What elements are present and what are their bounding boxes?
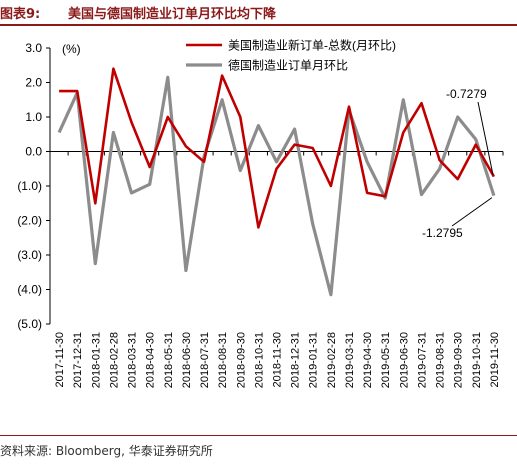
- x-tick-label: 2017-11-30: [54, 332, 66, 387]
- x-tick-label: 2019-06-30: [398, 332, 410, 388]
- figure-label: 图表9:: [0, 7, 41, 22]
- y-tick-label: (1.0): [17, 179, 42, 193]
- x-tick-label: 2019-02-28: [326, 332, 338, 388]
- x-tick-label: 2018-05-31: [163, 332, 175, 388]
- x-tick-label: 2019-07-31: [416, 332, 428, 388]
- chart-lines: [57, 67, 496, 297]
- x-tick-label: 2018-02-28: [108, 332, 120, 388]
- x-tick-label: 2018-04-30: [145, 332, 157, 388]
- x-tick-label: 2018-03-31: [127, 332, 139, 388]
- x-tick-label: 2019-10-31: [471, 332, 483, 388]
- x-tick-label: 2018-11-30: [272, 332, 284, 387]
- x-tick-label: 2018-10-31: [253, 332, 265, 388]
- annotation-label-us: -0.7279: [446, 87, 487, 101]
- x-tick-label: 2019-03-31: [344, 332, 356, 388]
- y-tick-label: (4.0): [17, 283, 42, 297]
- footer-rule: [0, 435, 517, 436]
- x-tick-label: 2018-12-31: [290, 332, 302, 388]
- x-tick-label: 2019-01-31: [308, 332, 320, 388]
- legend-label: 美国制造业新订单-总数(月环比): [228, 38, 396, 53]
- x-tick-label: 2018-08-31: [217, 332, 229, 388]
- x-tick-label: 2019-05-31: [380, 332, 392, 388]
- x-tick-label: 2018-07-31: [199, 332, 211, 388]
- y-tick-label: 1.0: [25, 110, 42, 124]
- x-tick-label: 2019-04-30: [362, 332, 374, 388]
- x-tick-label: 2019-09-30: [453, 332, 465, 388]
- header-rule: [0, 24, 517, 26]
- y-tick-label: 0.0: [25, 145, 42, 159]
- chart-legend: 美国制造业新订单-总数(月环比) 德国制造业订单月环比: [186, 38, 396, 73]
- y-tick-label: (2.0): [17, 214, 42, 228]
- series-line-us: [59, 67, 496, 229]
- source-note: 资料来源: Bloomberg, 华泰证券研究所: [0, 444, 213, 458]
- y-tick-label: (5.0): [17, 317, 42, 331]
- y-tick-label: (3.0): [17, 248, 42, 262]
- line-chart: 3.0 2.0 1.0 0.0 (1.0) (2.0) (3.0) (4.0) (5.0) (%)…: [17, 38, 504, 388]
- x-tick-label: 2018-01-31: [90, 332, 102, 388]
- figure-title: 美国与德国制造业订单月环比均下降: [68, 7, 277, 22]
- annotation-label-germany: -1.2795: [422, 226, 463, 240]
- annotation-leader-germany: [451, 197, 493, 227]
- x-tick-label: 2017-12-31: [72, 332, 84, 388]
- x-tick-label: 2018-06-30: [181, 332, 193, 388]
- y-tick-label: 3.0: [25, 41, 42, 55]
- y-tick-label: 2.0: [25, 76, 42, 90]
- series-line-germany: [57, 75, 496, 297]
- figure-header: 图表9: 美国与德国制造业订单月环比均下降: [0, 0, 517, 24]
- legend-label: 德国制造业订单月环比: [228, 58, 348, 73]
- annotation-leader-us: [477, 101, 494, 175]
- x-tick-label: 2018-09-30: [235, 332, 247, 388]
- x-tick-label: 2019-08-31: [435, 332, 447, 388]
- y-axis-unit-label: (%): [62, 42, 81, 56]
- x-tick-label: 2019-11-30: [489, 332, 501, 387]
- chart-axes: 3.0 2.0 1.0 0.0 (1.0) (2.0) (3.0) (4.0) (5.0) (%)…: [17, 41, 504, 388]
- chart-annotations: -0.7279 -1.2795: [422, 87, 494, 240]
